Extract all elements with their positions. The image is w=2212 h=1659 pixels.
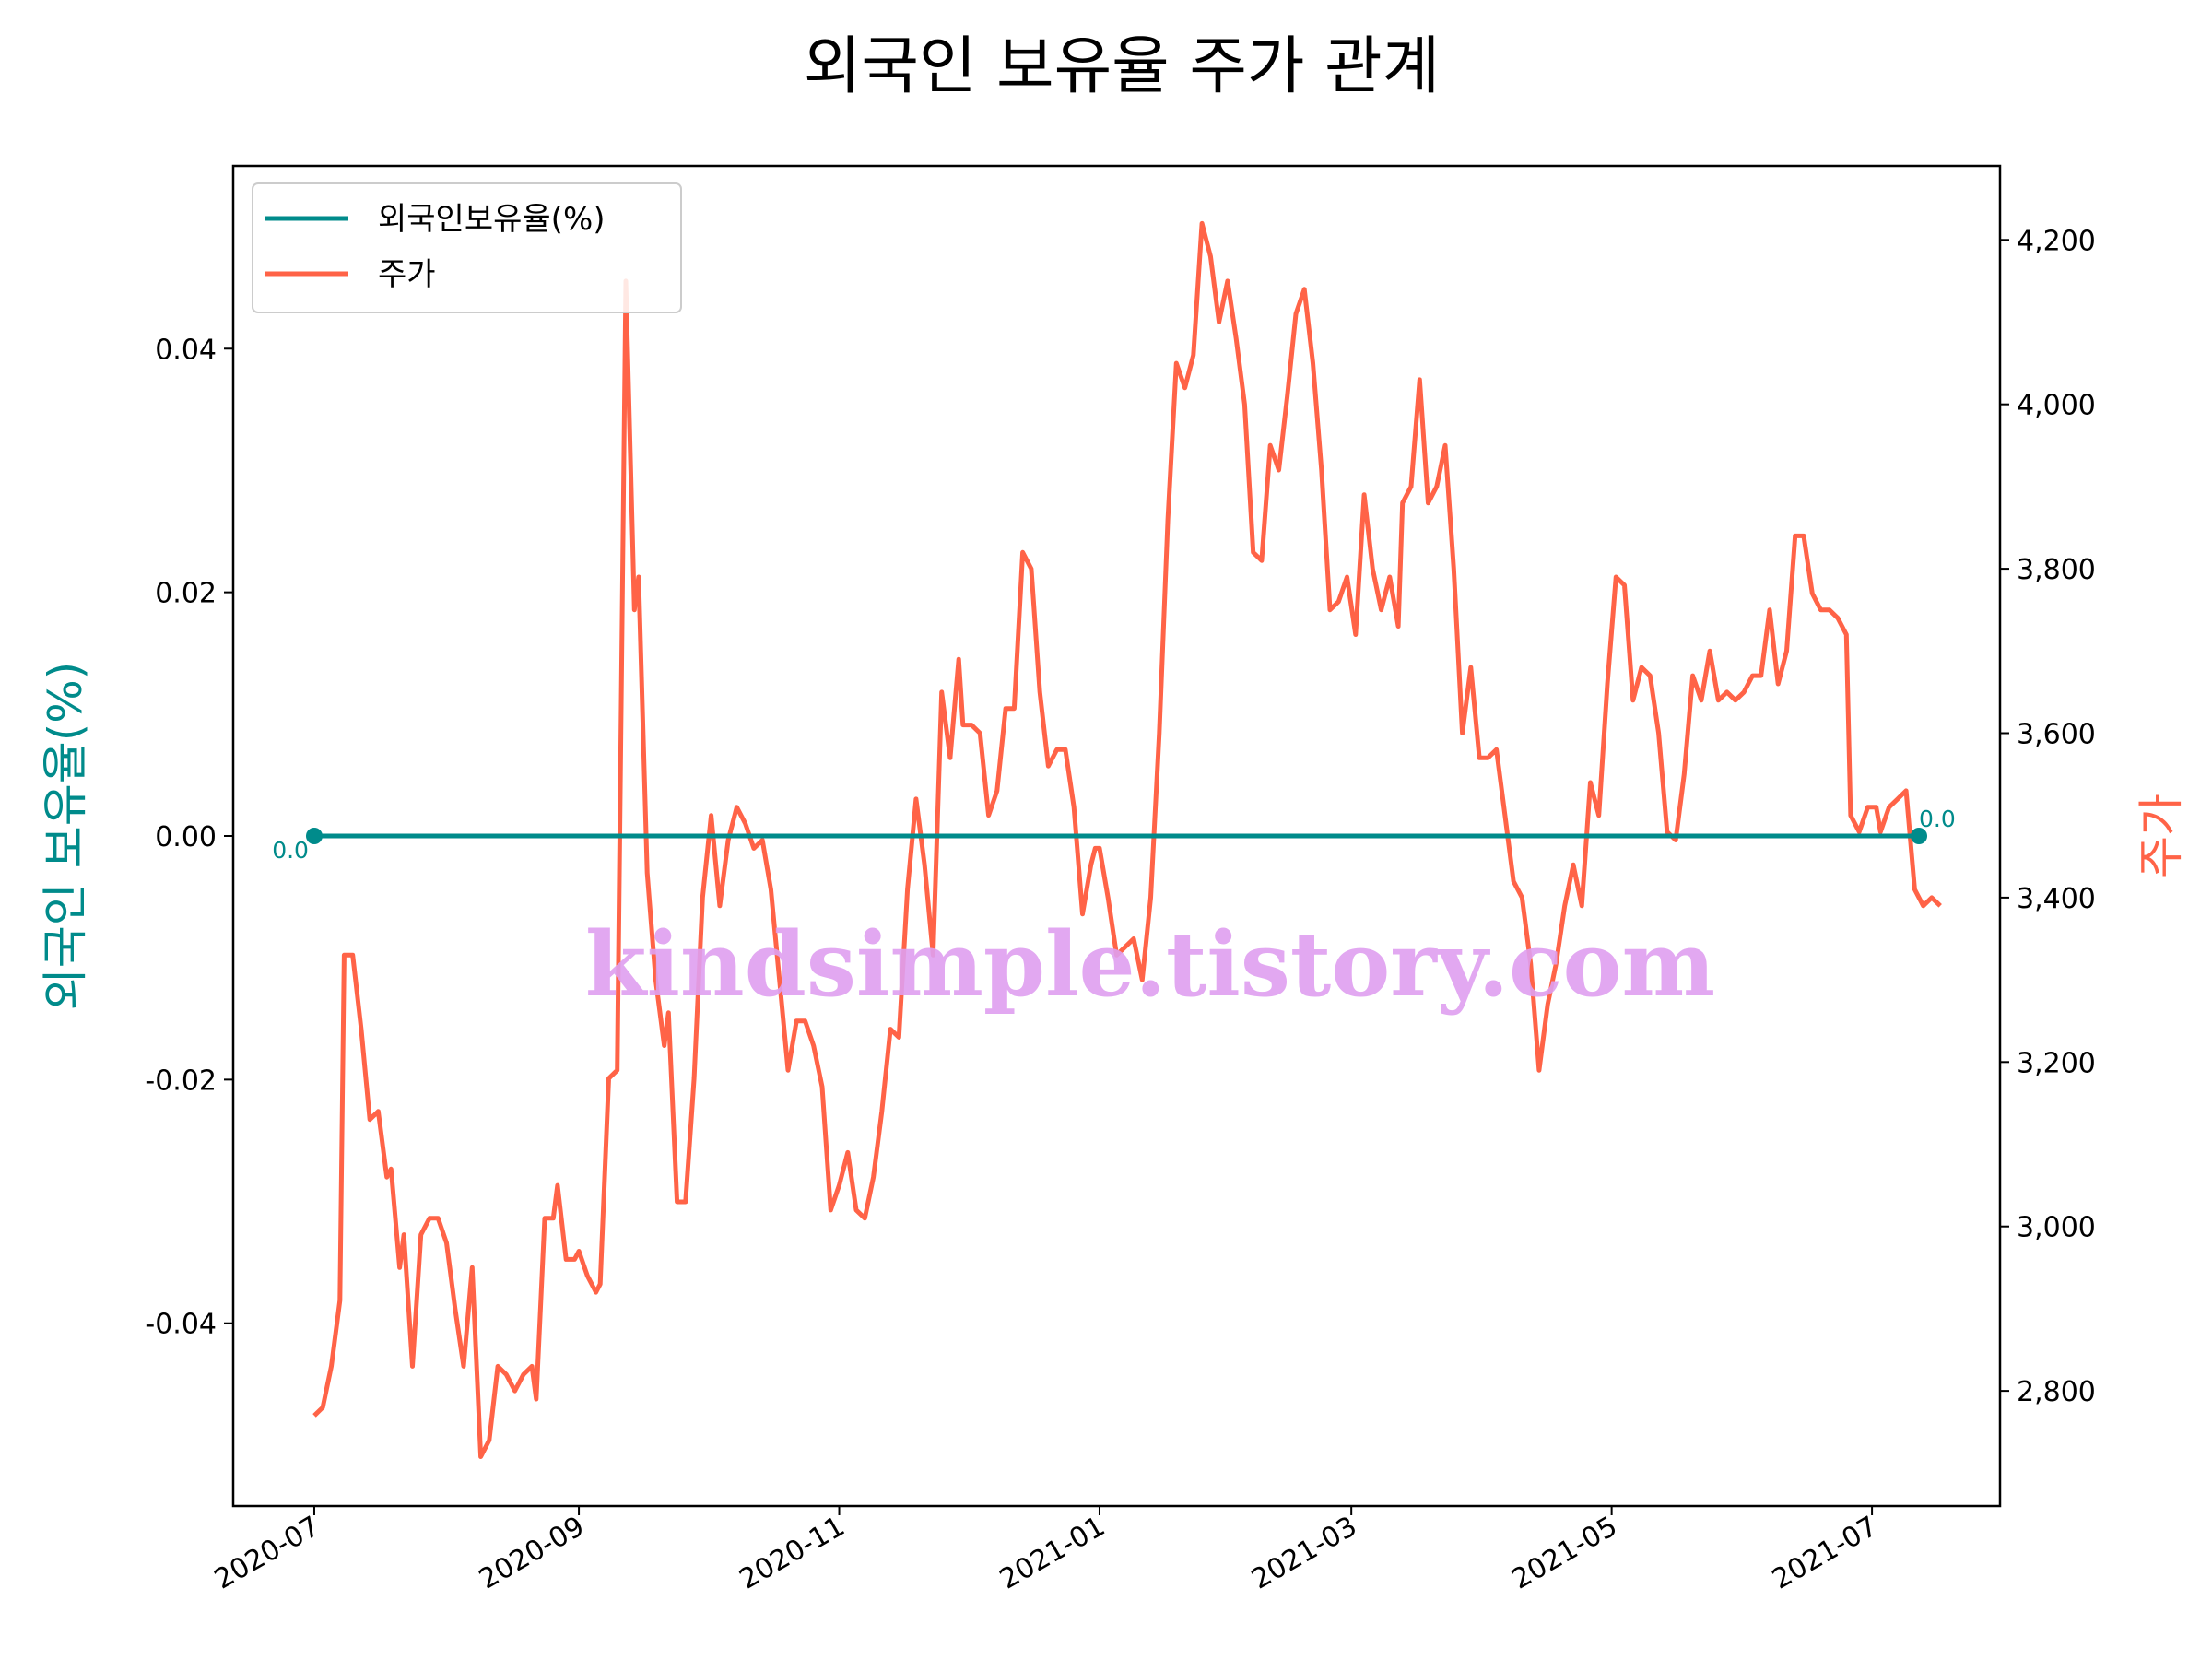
x-tick-label: 2020-11 [734, 1511, 850, 1596]
legend-label-foreign-ownership: 외국인보유율(%) [378, 201, 606, 238]
right-tick-label: 4,000 [2017, 390, 2096, 422]
foreign-ownership-point [305, 828, 323, 844]
left-tick-label: -0.04 [145, 1309, 217, 1341]
left-tick-label: 0.04 [155, 334, 217, 366]
data-label: 0.0 [1919, 806, 1956, 832]
right-tick-label: 4,200 [2017, 225, 2096, 257]
x-tick-label: 2021-03 [1246, 1511, 1362, 1596]
x-tick-label: 2020-07 [209, 1511, 325, 1596]
x-tick-label: 2021-05 [1507, 1511, 1623, 1596]
right-tick-label: 3,800 [2017, 554, 2096, 586]
left-tick-label: -0.02 [145, 1065, 217, 1097]
x-tick-label: 2020-09 [474, 1511, 590, 1596]
right-tick-label: 3,400 [2017, 883, 2096, 915]
legend-label-price: 주가 [378, 256, 436, 293]
watermark-text: kindsimple.tistory.com [585, 912, 1715, 1017]
right-tick-label: 3,000 [2017, 1212, 2096, 1244]
legend-box [252, 182, 682, 313]
x-tick-label: 2021-07 [1767, 1511, 1883, 1596]
series-line-price [312, 220, 1942, 1459]
left-axis-label: 외국인 보유율(%) [39, 662, 92, 1010]
right-tick-label: 2,800 [2017, 1376, 2096, 1408]
right-tick-label: 3,600 [2017, 718, 2096, 750]
foreign-ownership-point [1911, 828, 1928, 844]
right-tick-label: 3,200 [2017, 1047, 2096, 1079]
right-axis-label: 주가 [2135, 794, 2188, 878]
chart-title: 외국인 보유율 주가 관계 [804, 30, 1440, 103]
data-label: 0.0 [272, 837, 309, 864]
plot-area: -0.04 -0.02 0.00 0.02 0.04 2,800 3,000 3,200 3,4… [39, 164, 2188, 1596]
left-tick-label: 0.00 [155, 821, 217, 853]
x-tick-label: 2021-01 [994, 1511, 1111, 1596]
left-tick-label: 0.02 [155, 578, 217, 610]
